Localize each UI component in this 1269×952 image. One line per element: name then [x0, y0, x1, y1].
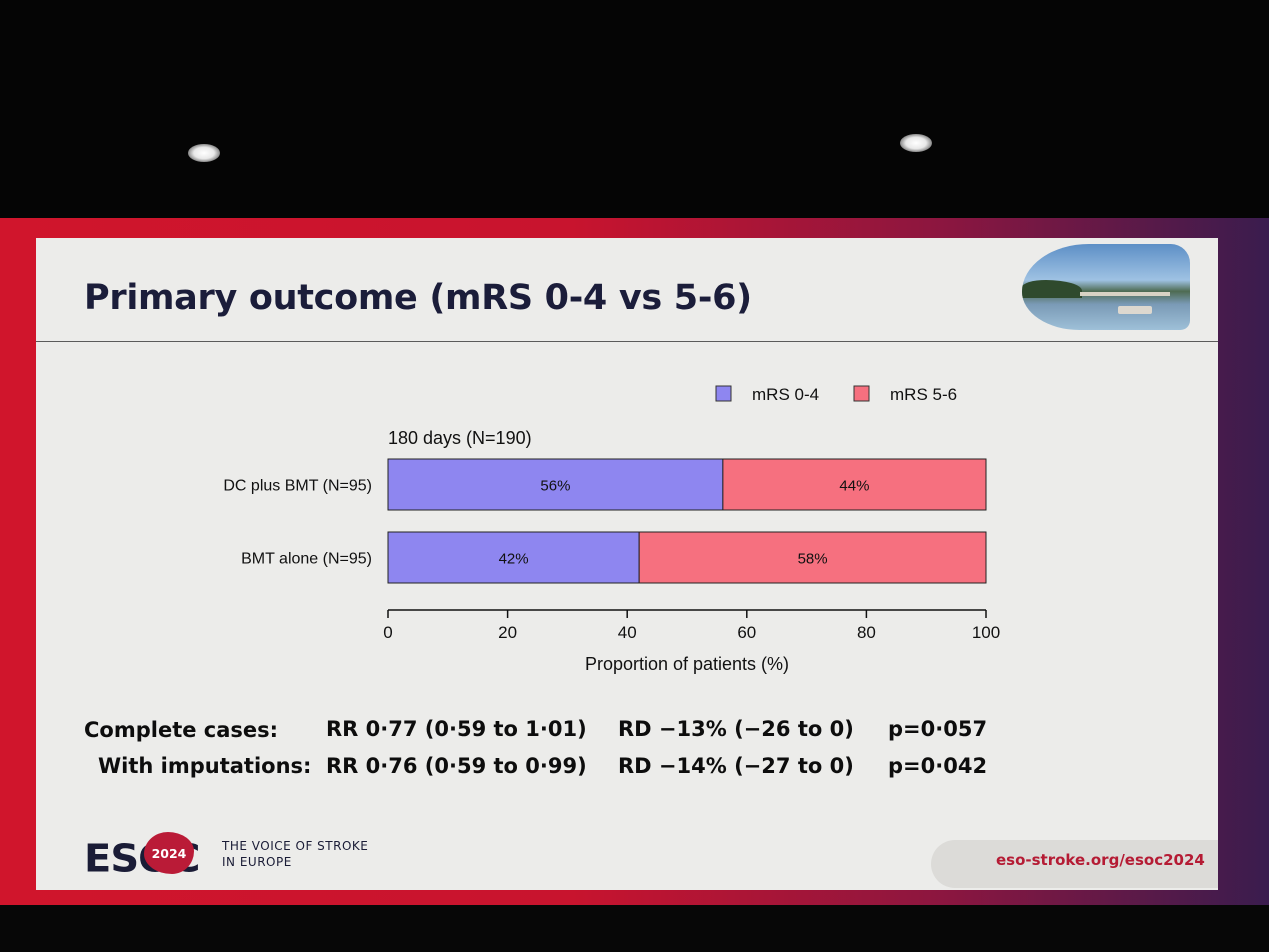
x-tick-label-1: 20 — [498, 623, 517, 642]
tagline: THE VOICE OF STROKE IN EUROPE — [222, 838, 368, 870]
tagline-line-1: THE VOICE OF STROKE — [222, 839, 369, 853]
legend-swatch-0 — [715, 385, 732, 402]
stat-rd-complete: RD −13% (−26 to 0) — [618, 717, 854, 741]
legend-label-1: mRS 5-6 — [890, 385, 957, 404]
legend-swatch-1 — [853, 385, 870, 402]
chart-subtitle: 180 days (N=190) — [388, 428, 532, 448]
bar-label-0-0: 56% — [540, 478, 570, 495]
legend-label-0: mRS 0-4 — [752, 385, 819, 404]
year-badge: 2024 — [144, 827, 196, 874]
x-tick-label-4: 80 — [857, 623, 876, 642]
x-axis: 0 20 40 60 80 100 — [383, 609, 1000, 642]
x-tick-label-0: 0 — [383, 623, 392, 642]
ceiling-light-right — [900, 134, 932, 152]
stacked-bar-chart: mRS 0-4 mRS 5-6 180 days (N=190) DC plus … — [223, 385, 1000, 674]
slide: Primary outcome (mRS 0-4 vs 5-6) mRS 0-4… — [36, 238, 1218, 890]
bar-label-1-0: 42% — [499, 551, 529, 568]
x-tick-label-2: 40 — [618, 623, 637, 642]
chart-bars: DC plus BMT (N=95) 56% 44% BMT alone (N=95)… — [223, 458, 987, 584]
chart-legend: mRS 0-4 mRS 5-6 — [715, 385, 957, 404]
bar-0-1 — [722, 458, 987, 511]
category-label-0: DC plus BMT (N=95) — [223, 478, 372, 495]
ceiling-light-left — [188, 144, 220, 162]
bar-1-0 — [387, 531, 640, 584]
conference-url: eso-stroke.org/esoc2024 — [996, 851, 1205, 869]
stat-label-complete: Complete cases: — [84, 718, 279, 742]
stat-p-imputed: p=0·042 — [888, 754, 988, 778]
stat-rr-imputed: RR 0·76 (0·59 to 0·99) — [326, 754, 587, 778]
stat-p-complete: p=0·057 — [888, 717, 988, 741]
x-tick-label-5: 100 — [972, 623, 1000, 642]
river-photo — [1022, 244, 1190, 330]
url-pill — [931, 840, 1218, 888]
stat-label-imputed: With imputations: — [98, 754, 312, 778]
bar-label-1-1: 58% — [798, 551, 828, 568]
stat-rr-complete: RR 0·77 (0·59 to 1·01) — [326, 717, 587, 741]
title-divider — [36, 341, 1218, 342]
slide-title: Primary outcome (mRS 0-4 vs 5-6) — [84, 278, 752, 318]
bar-0-0 — [387, 458, 724, 511]
floor — [0, 905, 1269, 952]
x-axis-label: Proportion of patients (%) — [585, 654, 789, 674]
category-label-1: BMT alone (N=95) — [241, 551, 372, 568]
stat-rd-imputed: RD −14% (−27 to 0) — [618, 754, 854, 778]
bar-1-1 — [638, 531, 987, 584]
x-tick-label-3: 60 — [737, 623, 756, 642]
tagline-line-2: IN EUROPE — [222, 855, 292, 869]
bar-label-0-1: 44% — [839, 478, 869, 495]
